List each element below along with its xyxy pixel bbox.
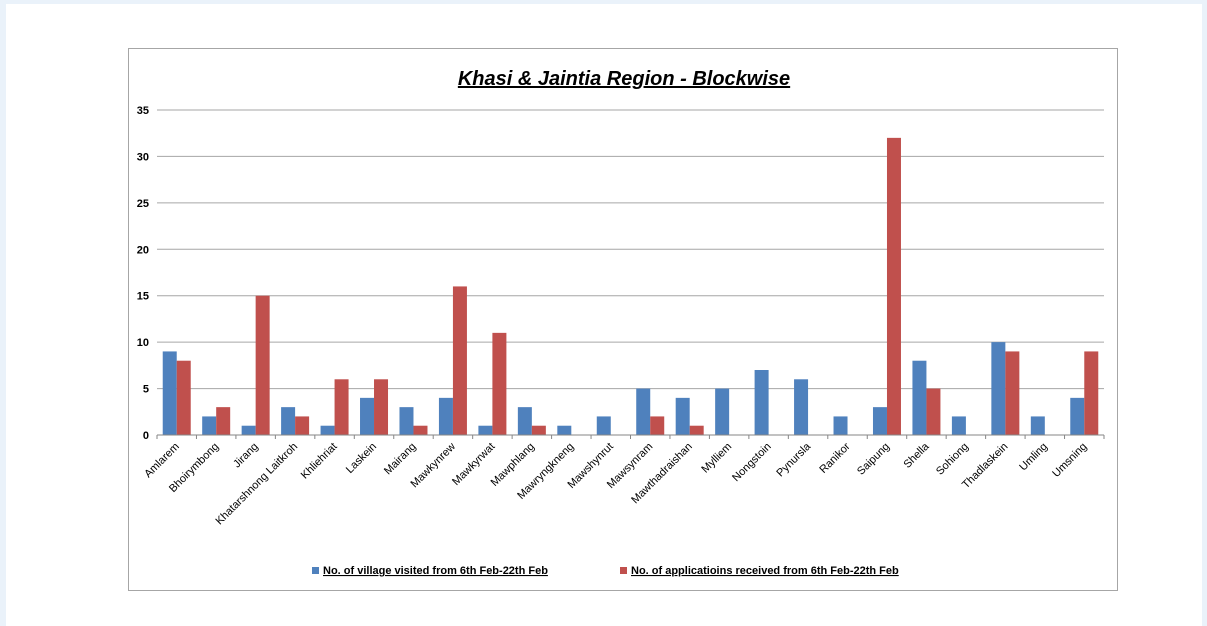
bar-applications-received (295, 416, 310, 435)
x-tick-label: Mylliem (699, 441, 734, 476)
bar-applications-received (650, 416, 665, 435)
bar-applications-received (255, 295, 270, 435)
bar-applications-received (926, 388, 941, 435)
bar-villages-visited (1070, 397, 1085, 435)
bar-villages-visited (320, 425, 335, 435)
bar-villages-visited (951, 416, 966, 435)
y-tick-label: 10 (137, 337, 149, 349)
bar-villages-visited (517, 407, 532, 435)
bar-applications-received (1084, 351, 1099, 435)
x-tick-label: Amlarem (142, 441, 182, 481)
x-tick-label: Umling (1017, 441, 1050, 474)
bar-villages-visited (833, 416, 848, 435)
bar-villages-visited (438, 397, 453, 435)
bar-villages-visited (991, 342, 1006, 435)
x-tick-label: Nongstoin (730, 441, 774, 485)
bar-villages-visited (715, 388, 730, 435)
y-tick-label: 0 (143, 430, 149, 442)
bar-villages-visited (675, 397, 690, 435)
bar-applications-received (216, 407, 231, 435)
bar-applications-received (531, 425, 546, 435)
y-tick-label: 5 (143, 384, 149, 396)
bar-villages-visited (794, 379, 809, 435)
bar-villages-visited (281, 407, 296, 435)
bar-villages-visited (241, 425, 256, 435)
y-tick-label: 15 (137, 291, 149, 303)
x-tick-label: Ranikor (817, 440, 853, 476)
bar-applications-received (689, 425, 704, 435)
x-tick-label: Jirang (231, 441, 261, 471)
bar-applications-received (413, 425, 428, 435)
x-tick-label: Laskein (344, 441, 379, 476)
bar-applications-received (492, 332, 507, 435)
x-tick-label: Mairang (382, 441, 419, 478)
x-tick-label: Pynursla (774, 440, 813, 479)
y-tick-label: 20 (137, 244, 149, 256)
y-axis-ticks: 0 5 10 15 20 25 30 35 (137, 105, 149, 442)
bar-applications-received (452, 286, 467, 435)
x-tick-label: Saipung (855, 441, 892, 478)
bar-applications-received (1005, 351, 1020, 435)
gridlines (157, 109, 1104, 390)
legend-swatch (312, 567, 319, 574)
x-tick-label: Khliehriat (299, 441, 340, 482)
legend-label: No. of village visited from 6th Feb-22th… (323, 565, 548, 577)
y-tick-label: 25 (137, 198, 149, 210)
bar-applications-received (886, 137, 901, 435)
bar-villages-visited (202, 416, 217, 435)
bar-chart: Khasi & Jaintia Region - Blockwise 0 5 10 1… (137, 68, 1105, 577)
bar-villages-visited (596, 416, 611, 435)
legend-label: No. of applicatioins received from 6th F… (631, 565, 899, 577)
x-tick-label: Umsning (1050, 441, 1089, 480)
y-tick-label: 35 (137, 105, 149, 117)
bar-villages-visited (399, 407, 414, 435)
bar-villages-visited (478, 425, 493, 435)
bar-applications-received (374, 379, 389, 435)
bar-villages-visited (1030, 416, 1045, 435)
bar-villages-visited (162, 351, 177, 435)
y-tick-label: 30 (137, 151, 149, 163)
x-tick-label: Khatarshnong Laitkroh (213, 441, 300, 528)
bar-applications-received (176, 360, 191, 435)
bar-villages-visited (754, 370, 769, 435)
legend: No. of village visited from 6th Feb-22th… (312, 565, 899, 577)
chart-area: Khasi & Jaintia Region - Blockwise 0 5 10 1… (128, 48, 1118, 591)
bar-applications-received (334, 379, 349, 435)
chart-title: Khasi & Jaintia Region - Blockwise (458, 68, 790, 90)
x-tick-label: Shella (901, 440, 932, 471)
x-tick-label: Sohiong (934, 441, 971, 478)
bar-villages-visited (872, 407, 887, 435)
page-background: Khasi & Jaintia Region - Blockwise 0 5 10 1… (6, 4, 1202, 626)
bar-villages-visited (912, 360, 927, 435)
bar-villages-visited (360, 397, 375, 435)
bar-villages-visited (557, 425, 572, 435)
bars (162, 137, 1099, 435)
bar-villages-visited (636, 388, 651, 435)
legend-swatch (620, 567, 627, 574)
